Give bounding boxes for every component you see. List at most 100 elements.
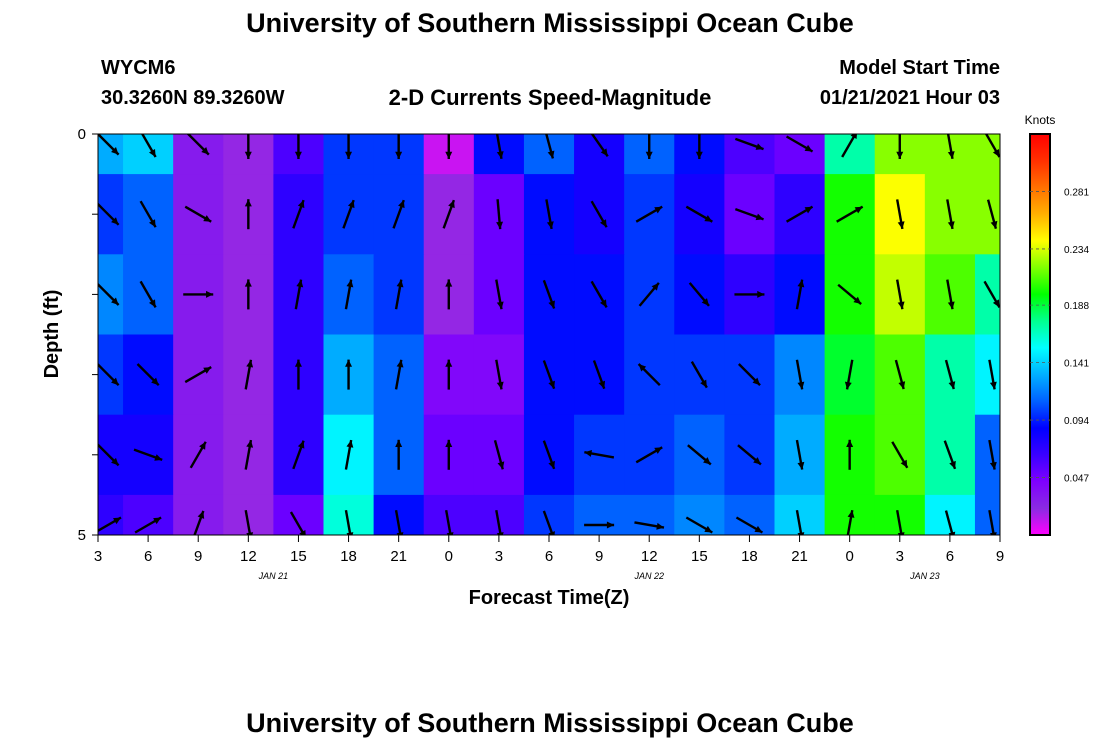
current-arrow xyxy=(844,359,854,390)
current-arrow xyxy=(342,199,355,229)
x-tick-label: 12 xyxy=(240,548,257,565)
current-arrow xyxy=(645,134,653,159)
current-arrow xyxy=(795,439,805,470)
current-arrow xyxy=(395,134,403,159)
current-arrow xyxy=(690,361,708,389)
current-arrow xyxy=(495,359,504,390)
current-arrow xyxy=(984,134,1000,158)
x-tick-label: 21 xyxy=(390,548,407,565)
x-tick-label: 0 xyxy=(445,548,453,565)
current-arrow xyxy=(244,134,252,159)
current-arrow xyxy=(292,440,305,470)
current-arrow xyxy=(345,134,353,159)
current-arrow xyxy=(590,200,608,228)
current-arrow xyxy=(139,200,157,228)
current-arrow xyxy=(895,279,905,310)
current-arrow xyxy=(493,440,505,470)
heatmap-cell xyxy=(273,494,324,535)
current-arrow xyxy=(392,199,405,229)
current-arrow xyxy=(445,134,453,159)
x-tick-label: 18 xyxy=(340,548,357,565)
current-arrow xyxy=(734,137,764,151)
current-arrow xyxy=(895,199,905,230)
heatmap-cell xyxy=(824,134,876,175)
current-arrow xyxy=(988,359,997,390)
x-tick-label: 6 xyxy=(545,548,553,565)
current-arrow xyxy=(785,135,814,153)
current-arrow xyxy=(98,202,120,226)
heatmap-cell xyxy=(974,334,1000,416)
colorbar-tick-label: 0.188 xyxy=(1064,301,1089,312)
colorbar-tick-label: 0.047 xyxy=(1064,474,1089,485)
x-tick-label: 9 xyxy=(194,548,202,565)
heatmap-cell xyxy=(98,134,124,175)
current-arrow xyxy=(445,439,453,470)
current-arrow xyxy=(584,521,615,529)
current-arrow xyxy=(344,279,354,310)
current-arrow xyxy=(592,360,606,390)
current-arrow xyxy=(140,134,157,158)
current-arrow xyxy=(294,279,304,310)
current-arrow xyxy=(896,134,904,159)
current-arrow xyxy=(345,359,353,390)
current-arrow xyxy=(983,280,1000,308)
current-arrow xyxy=(695,134,703,159)
heatmap-cell xyxy=(98,414,124,496)
heatmap-cell xyxy=(974,254,1000,335)
colorbar-tick-label: 0.094 xyxy=(1064,416,1089,427)
colorbar-tick-label: 0.141 xyxy=(1064,359,1089,370)
station-coords: 30.3260N 89.3260W xyxy=(101,87,285,109)
current-arrow xyxy=(542,510,555,535)
current-arrow xyxy=(986,199,998,229)
date-label: JAN 23 xyxy=(909,571,940,581)
current-arrow xyxy=(244,279,252,310)
current-arrow xyxy=(638,282,660,307)
model-start-value: 01/21/2021 Hour 03 xyxy=(819,87,1000,109)
heatmap-cell xyxy=(173,494,224,535)
current-arrow xyxy=(184,366,212,384)
colorbar-tick-label: 0.281 xyxy=(1064,187,1089,198)
heatmap-cell xyxy=(624,494,675,535)
heatmap-cell xyxy=(674,494,725,535)
current-arrow xyxy=(946,279,955,310)
current-arrow xyxy=(292,199,305,229)
current-arrow xyxy=(584,450,615,459)
current-arrow xyxy=(590,280,608,308)
y-axis-label: Depth (ft) xyxy=(41,290,63,379)
current-arrow xyxy=(635,446,663,464)
bottom-title: University of Southern Mississippi Ocean… xyxy=(246,708,854,738)
heatmap-cell xyxy=(574,134,625,175)
current-arrow xyxy=(98,516,122,533)
x-tick-label: 18 xyxy=(741,548,758,565)
current-arrow xyxy=(545,199,554,230)
current-arrow xyxy=(688,282,710,307)
y-tick-label: 5 xyxy=(78,527,86,544)
current-arrow xyxy=(635,205,663,223)
current-arrow xyxy=(98,282,120,306)
x-tick-label: 3 xyxy=(495,548,503,565)
heatmap-cell xyxy=(974,174,1000,255)
x-tick-label: 3 xyxy=(896,548,904,565)
x-tick-label: 12 xyxy=(641,548,658,565)
current-arrow xyxy=(139,280,157,308)
x-tick-label: 0 xyxy=(845,548,853,565)
current-arrow xyxy=(394,359,404,390)
date-label: JAN 22 xyxy=(633,571,664,581)
current-arrow xyxy=(795,359,805,390)
heatmap-cell xyxy=(523,134,575,175)
heatmap-cell xyxy=(123,134,174,175)
current-arrow xyxy=(193,510,205,535)
current-arrow xyxy=(634,521,665,530)
x-tick-label: 6 xyxy=(946,548,954,565)
station-id: WYCM6 xyxy=(101,57,176,79)
current-arrow xyxy=(184,205,212,223)
heatmap-cell xyxy=(974,494,1000,535)
current-arrow xyxy=(189,441,207,469)
x-axis-label: Forecast Time(Z) xyxy=(469,587,630,609)
current-arrow xyxy=(685,205,713,223)
x-axis: 3 6 9 12 15 18 21 0 3 6 9 12 15 18 21 0 3 6 9 JAN 21 JAN 22 J… xyxy=(94,535,1004,581)
current-arrow xyxy=(687,444,712,466)
current-arrow xyxy=(445,359,453,390)
current-arrow xyxy=(542,360,556,390)
current-arrow xyxy=(737,363,761,387)
